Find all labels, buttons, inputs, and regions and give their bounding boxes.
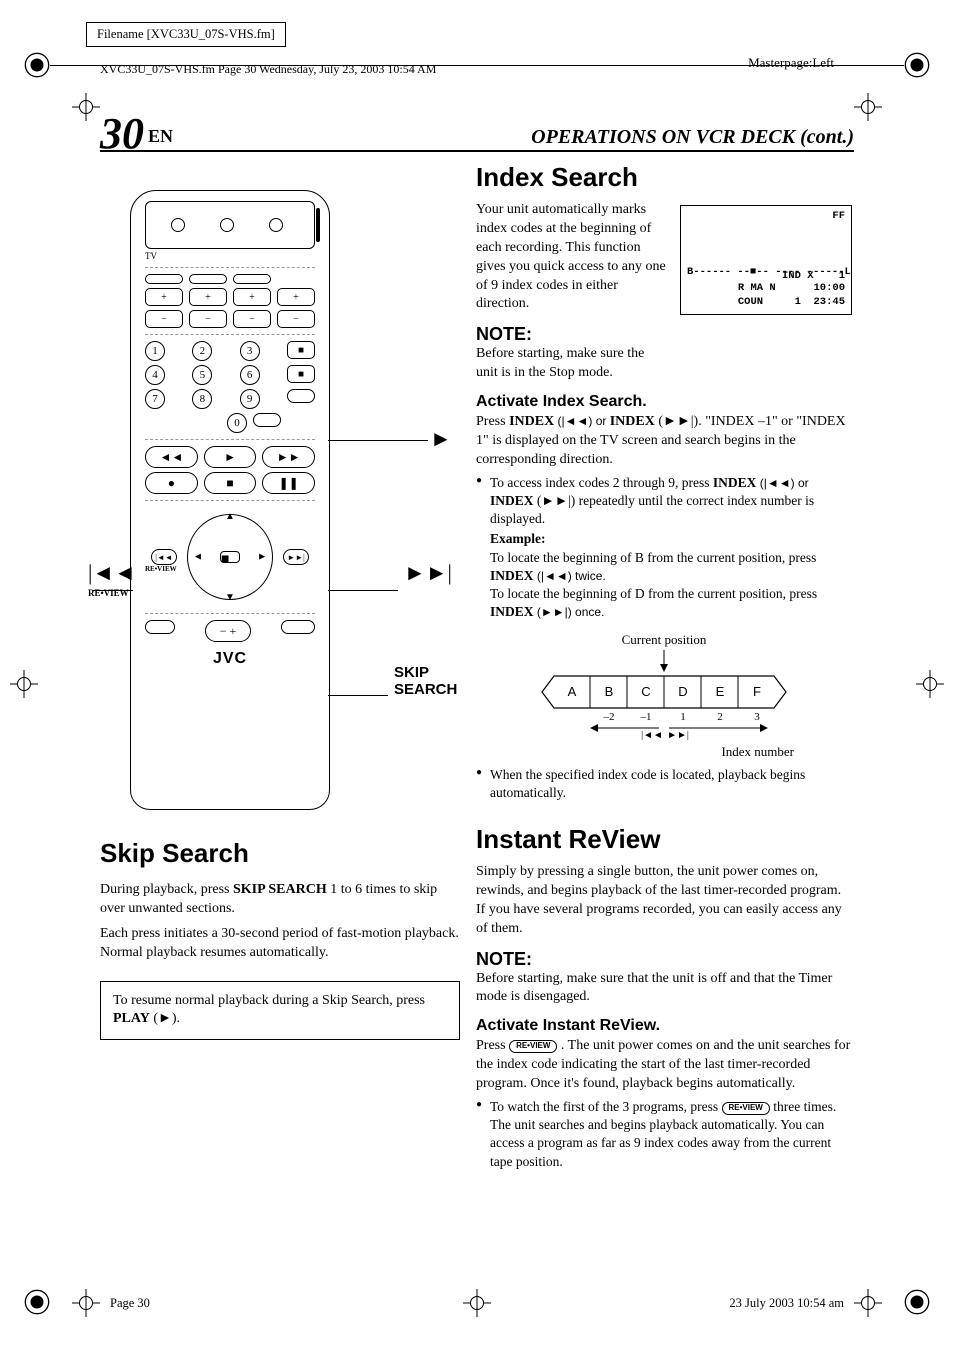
remote-num-1: 1 [145,341,165,361]
regmark-bottom-right [904,1289,930,1315]
section-title: OPERATIONS ON VCR DECK (cont.) [531,126,854,149]
remote-ffwd: ►► [262,446,315,468]
page-lang: EN [148,126,173,146]
remote-play: ► [204,446,257,468]
index-intro: Your unit automatically marks index code… [476,201,666,314]
osd-display: FF B------ --■-- ---- ------L IND X 1R M… [680,205,852,315]
remote-dpad: ■ ▲ ▼ ◄ ► |◄◄ ►►| RE•VIEW [145,507,315,607]
crosshair-bottom-left [72,1289,100,1317]
skip-p2: Each press initiates a 30-second period … [100,925,460,963]
filename-box: Filename [XVC33U_07S-VHS.fm] [86,22,286,47]
right-column: Index Search FF B------ --■-- ---- -----… [476,162,852,1173]
review-bullet-1: To watch the first of the 3 programs, pr… [476,1098,852,1171]
activate-index-body: Press INDEX (|◄◄) or INDEX (►►|). "INDEX… [476,413,852,470]
index-note-body: Before starting, make sure the unit is i… [476,345,666,383]
review-button-icon: RE•VIEW [509,1040,557,1053]
crosshair-bottom-center [463,1289,491,1317]
svg-text:3: 3 [754,711,760,723]
regmark-bottom-left [24,1289,50,1315]
svg-text:D: D [678,684,687,699]
svg-text:1: 1 [680,711,686,723]
index-search-heading: Index Search [476,162,852,193]
callout-line [328,695,388,696]
review-note-body: Before starting, make sure that the unit… [476,970,852,1008]
tape-diagram: A B C D E F –2 –1 1 2 3 |◄◄ ►►| [534,650,794,740]
index-example: Example: To locate the beginning of B fr… [476,530,852,621]
remote-index-fwd: ►►| [283,549,309,565]
remote-illustration: TV ++++ −−−− 123■ 456■ 789 0 ◄◄►►► ●■❚❚ … [130,190,330,810]
skip-p1: During playback, press SKIP SEARCH 1 to … [100,881,460,919]
osd-line3: COUN 1 23:45 [738,296,845,308]
header-meta: XVC33U_07S-VHS.fm Page 30 Wednesday, Jul… [100,62,436,77]
footer-page: Page 30 [110,1296,150,1311]
review-button-icon: RE•VIEW [722,1102,770,1115]
svg-text:–1: –1 [640,711,652,723]
page-rule [100,150,854,152]
callout-skip-search-2: SEARCH [394,681,457,698]
crosshair-bottom-right [854,1289,882,1317]
callout-skip-rev: |◄◄ [88,560,136,586]
activate-review-heading: Activate Instant ReView. [476,1017,852,1035]
footer-date: 23 July 2003 10:54 am [729,1296,844,1311]
instant-review-heading: Instant ReView [476,824,852,855]
svg-text:A: A [568,684,577,699]
callout-play: ► [430,426,452,452]
skip-note-box: To resume normal playback during a Skip … [100,981,460,1041]
callout-review-label: RE•VIEW [88,588,129,598]
svg-text:F: F [753,684,761,699]
callout-line [328,590,398,591]
remote-index-rev: |◄◄ [151,549,177,565]
index-note-heading: NOTE: [476,324,852,345]
remote-lcd [145,201,315,249]
svg-text:C: C [641,684,650,699]
svg-text:–2: –2 [603,711,615,723]
diagram-caption-bottom: Index number [514,744,814,760]
callout-skip-fwd: ►►| [404,560,452,586]
index-bullet-1: To access index codes 2 through 9, press… [476,474,852,529]
callout-skip-search-1: SKIP [394,664,457,681]
activate-index-heading: Activate Index Search. [476,393,852,411]
osd-ff: FF [832,210,845,222]
left-column: Skip Search During playback, press SKIP … [100,838,460,1040]
crosshair-right [916,670,944,698]
index-diagram: Current position A B C D E F –2 –1 1 2 3… [514,632,814,760]
review-note-heading: NOTE: [476,949,852,970]
svg-text:E: E [716,684,725,699]
crosshair-top-left [72,93,100,121]
skip-search-heading: Skip Search [100,838,460,869]
svg-text:B: B [605,684,614,699]
svg-text:2: 2 [717,711,723,723]
callout-skip-search: SKIP SEARCH [394,664,457,698]
index-bullet-2: When the specified index code is located… [476,766,852,802]
svg-text:|◄◄: |◄◄ [641,730,663,740]
remote-brand: JVC [145,650,315,668]
crosshair-left [10,670,38,698]
remote-review-label: RE•VIEW [145,565,177,573]
callout-line [328,440,428,441]
osd-line1: IND X 1R MA N 10:00 [738,270,845,294]
svg-text:►►|: ►►| [667,730,689,740]
regmark-top-right [904,52,930,78]
review-intro: Simply by pressing a single button, the … [476,863,852,939]
remote-rewind: ◄◄ [145,446,198,468]
diagram-caption-top: Current position [514,632,814,648]
remote-tv-label: TV [145,251,315,261]
activate-review-body: Press RE•VIEW . The unit power comes on … [476,1037,852,1094]
masterpage-label: Masterpage:Left [748,55,834,71]
regmark-top-left [24,52,50,78]
crosshair-top-right [854,93,882,121]
